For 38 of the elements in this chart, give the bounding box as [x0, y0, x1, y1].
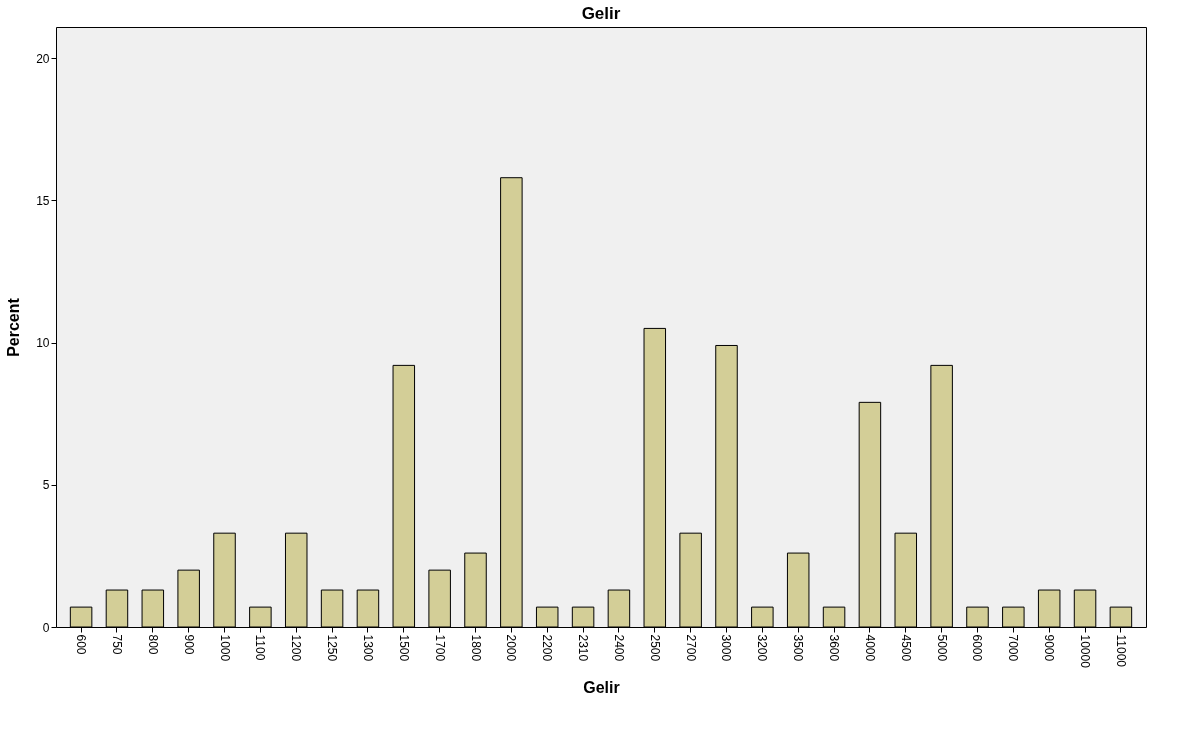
x-tick-label: 1700: [432, 634, 447, 662]
chart-title: Gelir: [581, 4, 621, 23]
x-tick-label: 1500: [396, 634, 411, 662]
x-tick-label: 4500: [898, 634, 913, 662]
x-tick-label: 2200: [540, 634, 555, 662]
x-tick-label: 6000: [970, 634, 985, 662]
x-tick-label: 4000: [862, 634, 877, 662]
x-tick-label: 7000: [1006, 634, 1021, 662]
x-tick-label: 1200: [289, 634, 304, 662]
x-tick-label: 1000: [217, 634, 232, 662]
x-tick-label: 2310: [576, 634, 591, 662]
x-tick-label: 900: [181, 634, 196, 655]
x-tick-label: 3000: [719, 634, 734, 662]
y-tick-label: 0: [42, 620, 50, 635]
x-tick-label: 1800: [468, 634, 483, 662]
x-tick-label: 10000: [1078, 634, 1093, 669]
y-axis-title: Percent: [5, 297, 23, 357]
x-tick-label: 3200: [755, 634, 770, 662]
x-tick-label: 2700: [683, 634, 698, 662]
y-tick-label: 20: [36, 51, 50, 66]
x-tick-label: 1250: [325, 634, 340, 662]
x-axis-title: Gelir: [583, 678, 620, 696]
x-tick-label: 2400: [611, 634, 626, 662]
x-tick-label: 3500: [791, 634, 806, 662]
x-tick-label: 11000: [1113, 634, 1128, 668]
x-tick-label: 1100: [253, 634, 268, 661]
y-tick-label: 10: [36, 336, 50, 351]
x-tick-label: 750: [109, 634, 124, 655]
x-tick-label: 800: [145, 634, 160, 655]
y-tick-label: 15: [36, 193, 50, 208]
x-tick-label: 9000: [1042, 634, 1057, 662]
x-tick-label: 600: [74, 634, 89, 655]
y-tick-label: 5: [42, 478, 50, 493]
x-tick-label: 1300: [360, 634, 375, 662]
x-tick-label: 2500: [647, 634, 662, 662]
x-tick-label: 5000: [934, 634, 949, 662]
x-tick-label: 3600: [827, 634, 842, 662]
x-tick-label: 2000: [504, 634, 519, 662]
